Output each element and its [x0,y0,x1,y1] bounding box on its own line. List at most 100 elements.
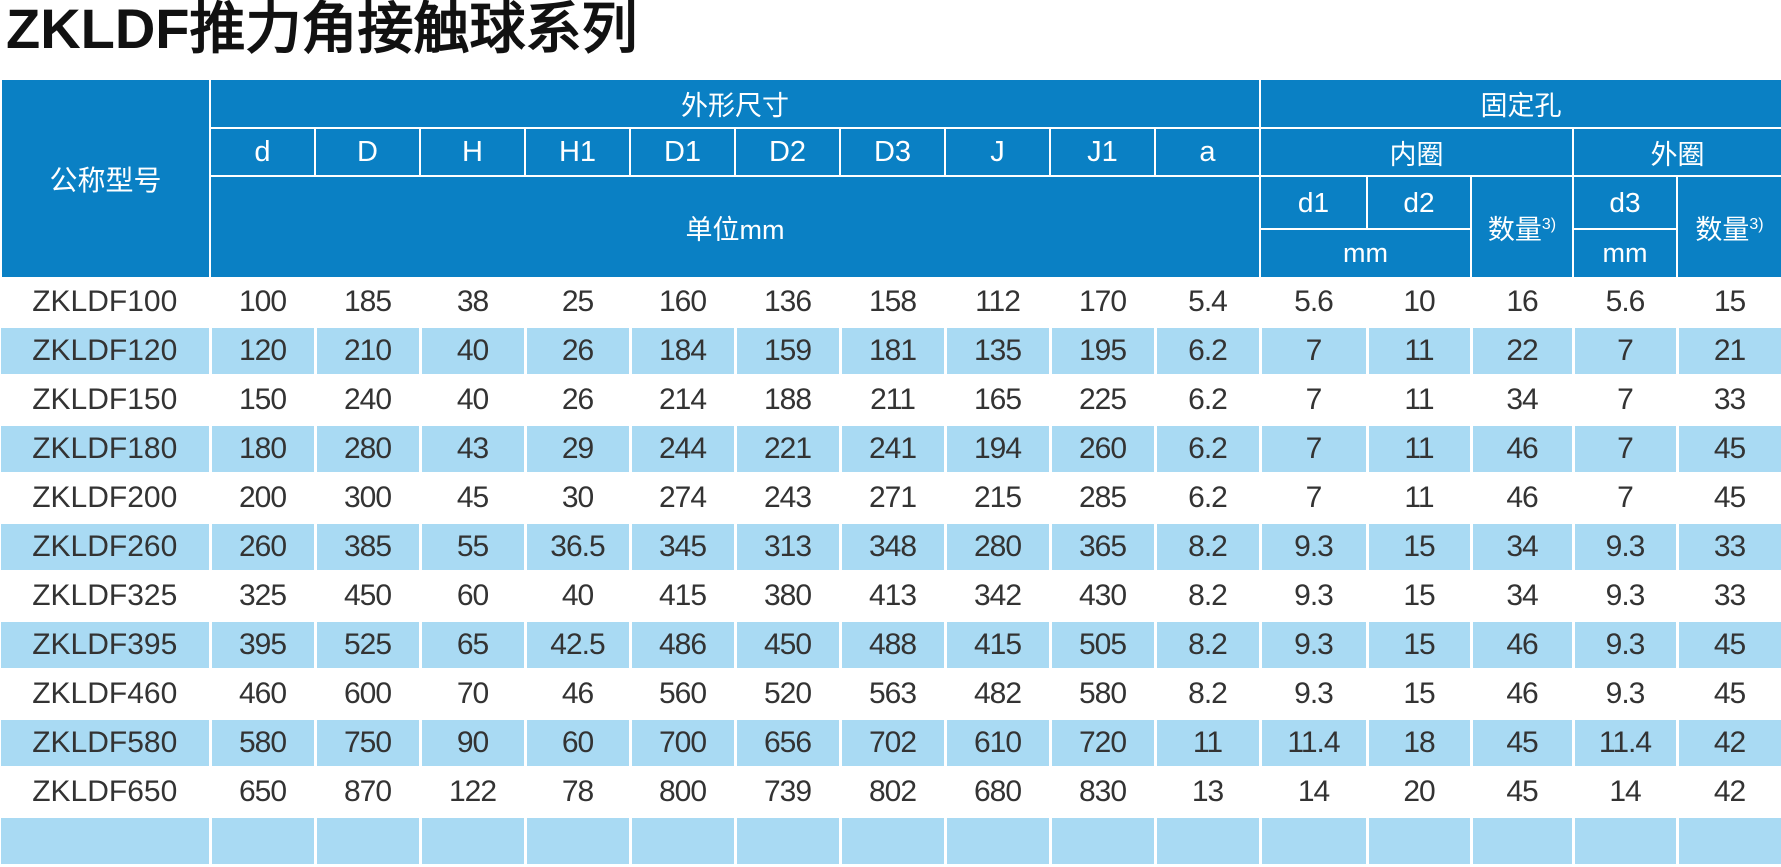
value-cell: 8.2 [1155,620,1262,671]
value-cell [1155,816,1262,867]
value-cell: 29 [525,424,632,475]
value-cell: 210 [315,326,422,377]
value-cell: 505 [1050,620,1157,671]
value-cell: 33 [1677,375,1781,426]
value-cell: 120 [210,326,317,377]
outer-qty-header: 数量3) [1675,175,1781,279]
model-cell: ZKLDF650 [1,767,212,818]
value-cell: 11 [1367,473,1473,524]
value-cell: 11.4 [1260,718,1369,769]
value-cell: 60 [525,718,632,769]
value-cell [1050,816,1157,867]
inner-qty-header: 数量3) [1470,175,1574,279]
inner-qty-label: 数量 [1487,214,1542,245]
value-cell: 6.2 [1155,473,1262,524]
value-cell: 46 [1471,620,1575,671]
model-cell: ZKLDF100 [1,278,212,328]
value-cell: 450 [315,571,422,622]
model-cell: ZKLDF180 [1,424,212,475]
value-cell: 122 [420,767,527,818]
value-cell: 7 [1573,424,1679,475]
value-cell: 563 [840,669,947,720]
value-cell: 211 [840,375,947,426]
value-cell: 700 [630,718,737,769]
value-cell [1573,816,1679,867]
value-cell: 580 [1050,669,1157,720]
value-cell: 45 [1677,473,1781,524]
table-row: ZKLDF100 100 185 38 25 160 136 158 112 170 5.4 5.6… [1,278,1781,328]
value-cell: 194 [945,424,1052,475]
value-cell: 9.3 [1260,522,1369,573]
value-cell: 285 [1050,473,1157,524]
value-cell: 415 [945,620,1052,671]
dim-header-row: d D H H1 D1 D2 D3 J J1 a 内圈 外圈 [1,127,1781,177]
value-cell: 520 [735,669,842,720]
table-row: ZKLDF150 150 240 40 26 214 188 211 165 225 6.2 7 11… [1,375,1781,426]
outer-d3-header: d3 [1572,175,1678,230]
value-cell: 11 [1367,326,1473,377]
value-cell: 11 [1155,718,1262,769]
value-cell: 15 [1367,522,1473,573]
value-cell: 181 [840,326,947,377]
value-cell: 8.2 [1155,669,1262,720]
value-cell: 165 [945,375,1052,426]
hole-subheader-row: 单位mm d1 d2 数量3) d3 数量3) [1,175,1781,279]
outer-ring-header: 外圈 [1571,127,1781,177]
value-cell: 244 [630,424,737,475]
value-cell: 7 [1573,473,1679,524]
value-cell: 33 [1677,571,1781,622]
value-cell: 78 [525,767,632,818]
model-cell: ZKLDF260 [1,522,212,573]
value-cell: 413 [840,571,947,622]
table-header: 公称型号 外形尺寸 固定孔 d D H H1 D1 D2 D3 J J1 a 内圈 外圈 单位mm… [0,78,1781,279]
value-cell: 7 [1260,326,1369,377]
value-cell: 45 [1471,767,1575,818]
value-cell: 42 [1677,767,1781,818]
model-cell: ZKLDF200 [1,473,212,524]
value-cell: 300 [315,473,422,524]
value-cell: 460 [210,669,317,720]
value-cell: 830 [1050,767,1157,818]
value-cell: 5.4 [1155,278,1262,328]
value-cell [630,816,737,867]
value-cell [1471,816,1575,867]
spec-table-wrapper: 公称型号 外形尺寸 固定孔 d D H H1 D1 D2 D3 J J1 a 内圈 外圈 单位mm… [0,78,1781,867]
value-cell: 13 [1155,767,1262,818]
value-cell: 385 [315,522,422,573]
value-cell: 482 [945,669,1052,720]
outer-unit-cell: mm [1572,228,1678,279]
value-cell: 600 [315,669,422,720]
value-cell: 9.3 [1573,669,1679,720]
value-cell: 46 [525,669,632,720]
dim-col-header: H [419,127,526,177]
value-cell: 240 [315,375,422,426]
value-cell: 158 [840,278,947,328]
value-cell: 365 [1050,522,1157,573]
value-cell: 26 [525,375,632,426]
value-cell: 802 [840,767,947,818]
value-cell: 180 [210,424,317,475]
inner-ring-header: 内圈 [1259,127,1574,177]
value-cell: 7 [1260,375,1369,426]
dims-unit-cell: 单位mm [209,175,1261,279]
value-cell: 260 [1050,424,1157,475]
value-cell: 9.3 [1260,620,1369,671]
value-cell: 26 [525,326,632,377]
value-cell: 11.4 [1573,718,1679,769]
value-cell [1677,816,1781,867]
value-cell: 43 [420,424,527,475]
value-cell: 46 [1471,424,1575,475]
table-row: ZKLDF395 395 525 65 42.5 486 450 488 415 505 8.2 9… [1,620,1781,671]
value-cell: 160 [630,278,737,328]
value-cell [945,816,1052,867]
value-cell: 750 [315,718,422,769]
value-cell: 680 [945,767,1052,818]
value-cell: 7 [1573,326,1679,377]
model-cell: ZKLDF395 [1,620,212,671]
value-cell: 214 [630,375,737,426]
inner-unit-cell: mm [1259,228,1472,279]
dim-col-header: D1 [629,127,736,177]
value-cell [1260,816,1369,867]
table-row: ZKLDF650 650 870 122 78 800 739 802 680 830 13 14 2… [1,767,1781,818]
dim-col-header: J1 [1049,127,1156,177]
